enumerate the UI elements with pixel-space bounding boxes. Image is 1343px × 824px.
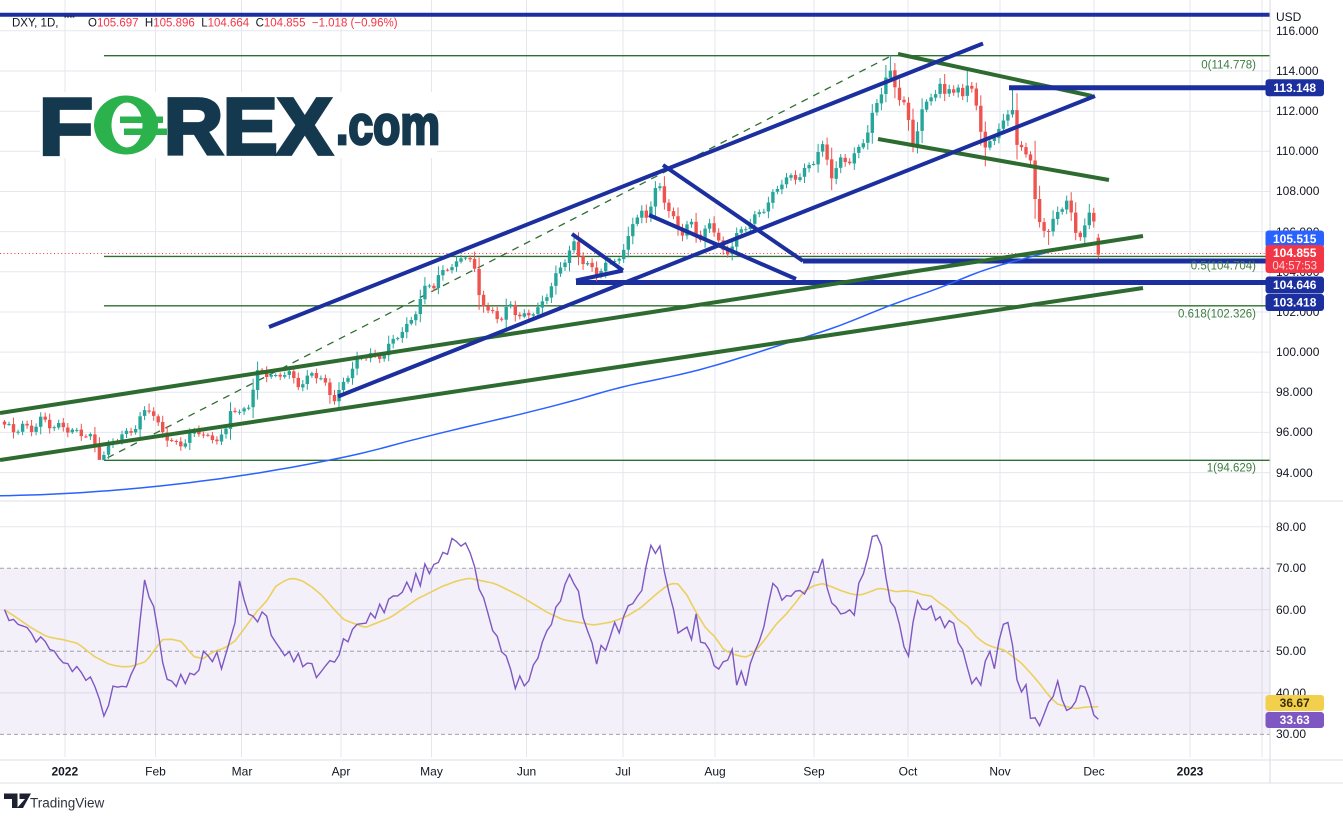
- svg-text:36.67: 36.67: [1280, 696, 1310, 710]
- svg-text:0.5(104.704): 0.5(104.704): [1191, 261, 1256, 273]
- svg-text:Feb: Feb: [145, 765, 166, 779]
- svg-text:104.855: 104.855: [1273, 246, 1317, 260]
- svg-text:70.00: 70.00: [1276, 561, 1306, 575]
- svg-text:114.000: 114.000: [1276, 64, 1319, 78]
- svg-text:04:57:53: 04:57:53: [1272, 260, 1317, 272]
- svg-text:110.000: 110.000: [1276, 144, 1319, 158]
- svg-text:94.000: 94.000: [1276, 466, 1313, 480]
- svg-text:104.646: 104.646: [1273, 278, 1317, 292]
- svg-text:Nov: Nov: [989, 765, 1010, 779]
- svg-text:Jun: Jun: [517, 765, 536, 779]
- svg-text:O105.697 H105.896 L104.664: O105.697 H105.896 L104.664 C104.855 −1.0…: [88, 18, 398, 30]
- svg-text:Sep: Sep: [803, 765, 825, 779]
- svg-text:Aug: Aug: [704, 765, 725, 779]
- svg-text:33.63: 33.63: [1280, 713, 1310, 727]
- svg-text:F: F: [39, 82, 93, 171]
- svg-text:50.00: 50.00: [1276, 644, 1306, 658]
- svg-text:2023: 2023: [1177, 765, 1204, 779]
- svg-text:98.000: 98.000: [1276, 385, 1313, 399]
- svg-text:103.418: 103.418: [1273, 296, 1317, 310]
- svg-text:30.00: 30.00: [1276, 727, 1306, 741]
- svg-text:1(94.629): 1(94.629): [1207, 463, 1256, 475]
- svg-text:Apr: Apr: [332, 765, 351, 779]
- svg-text:2022: 2022: [51, 765, 78, 779]
- svg-text:0.618(102.326): 0.618(102.326): [1178, 309, 1256, 321]
- svg-text:Oct: Oct: [899, 765, 918, 779]
- svg-text:100.000: 100.000: [1276, 345, 1320, 359]
- svg-text:****: ****: [64, 16, 75, 23]
- svg-text:96.000: 96.000: [1276, 425, 1313, 439]
- svg-text:.com: .com: [336, 94, 440, 156]
- svg-text:105.515: 105.515: [1273, 232, 1317, 246]
- svg-text:Mar: Mar: [232, 765, 253, 779]
- svg-text:108.000: 108.000: [1276, 184, 1320, 198]
- svg-text:Jul: Jul: [615, 765, 630, 779]
- svg-text:May: May: [420, 765, 443, 779]
- svg-text:REX: REX: [164, 82, 332, 171]
- svg-text:Dec: Dec: [1083, 765, 1104, 779]
- svg-text:TradingView: TradingView: [30, 796, 105, 811]
- svg-text:113.148: 113.148: [1273, 81, 1316, 95]
- svg-text:112.000: 112.000: [1276, 104, 1319, 118]
- svg-text:60.00: 60.00: [1276, 603, 1306, 617]
- svg-text:DXY, 1D,: DXY, 1D,: [12, 18, 58, 30]
- svg-text:80.00: 80.00: [1276, 520, 1306, 534]
- svg-text:116.000: 116.000: [1276, 24, 1319, 38]
- svg-text:0(114.778): 0(114.778): [1201, 60, 1256, 72]
- svg-text:USD: USD: [1276, 10, 1302, 24]
